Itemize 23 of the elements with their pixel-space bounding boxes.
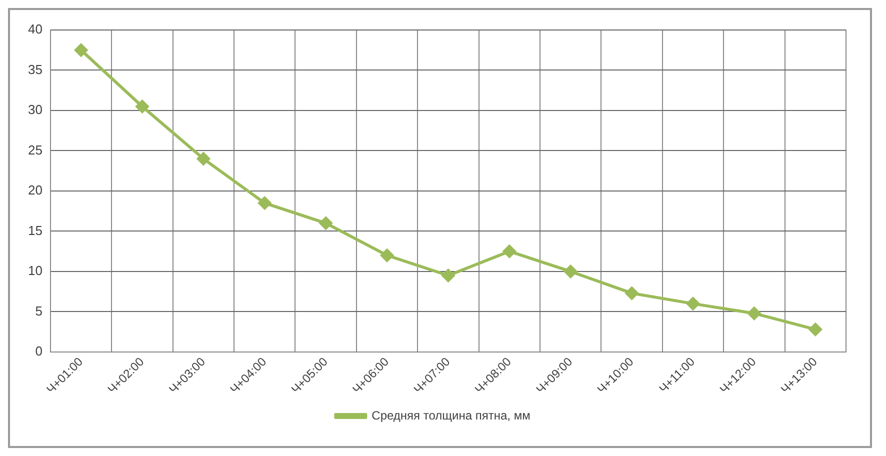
y-tick-label: 35 <box>28 62 42 77</box>
point <box>74 44 88 57</box>
point <box>136 100 149 113</box>
y-tick-label: 15 <box>28 222 42 238</box>
point <box>442 269 455 282</box>
y-tick-label: 40 <box>28 22 42 37</box>
point <box>380 248 394 262</box>
point <box>748 306 761 320</box>
point <box>686 297 700 310</box>
y-tick-label: 25 <box>28 142 42 158</box>
point <box>502 244 516 258</box>
legend-label: Средняя толщина пятна, мм <box>372 408 530 422</box>
point <box>196 152 210 166</box>
point <box>258 196 272 210</box>
y-tick-label: 20 <box>28 182 42 198</box>
point <box>319 216 332 230</box>
point <box>808 322 822 336</box>
point <box>564 264 578 278</box>
y-tick-label: 10 <box>28 263 42 278</box>
y-tick-label: 5 <box>35 303 42 318</box>
point <box>625 286 638 300</box>
y-tick-label: 30 <box>28 102 42 118</box>
y-tick-label: 0 <box>35 344 42 359</box>
